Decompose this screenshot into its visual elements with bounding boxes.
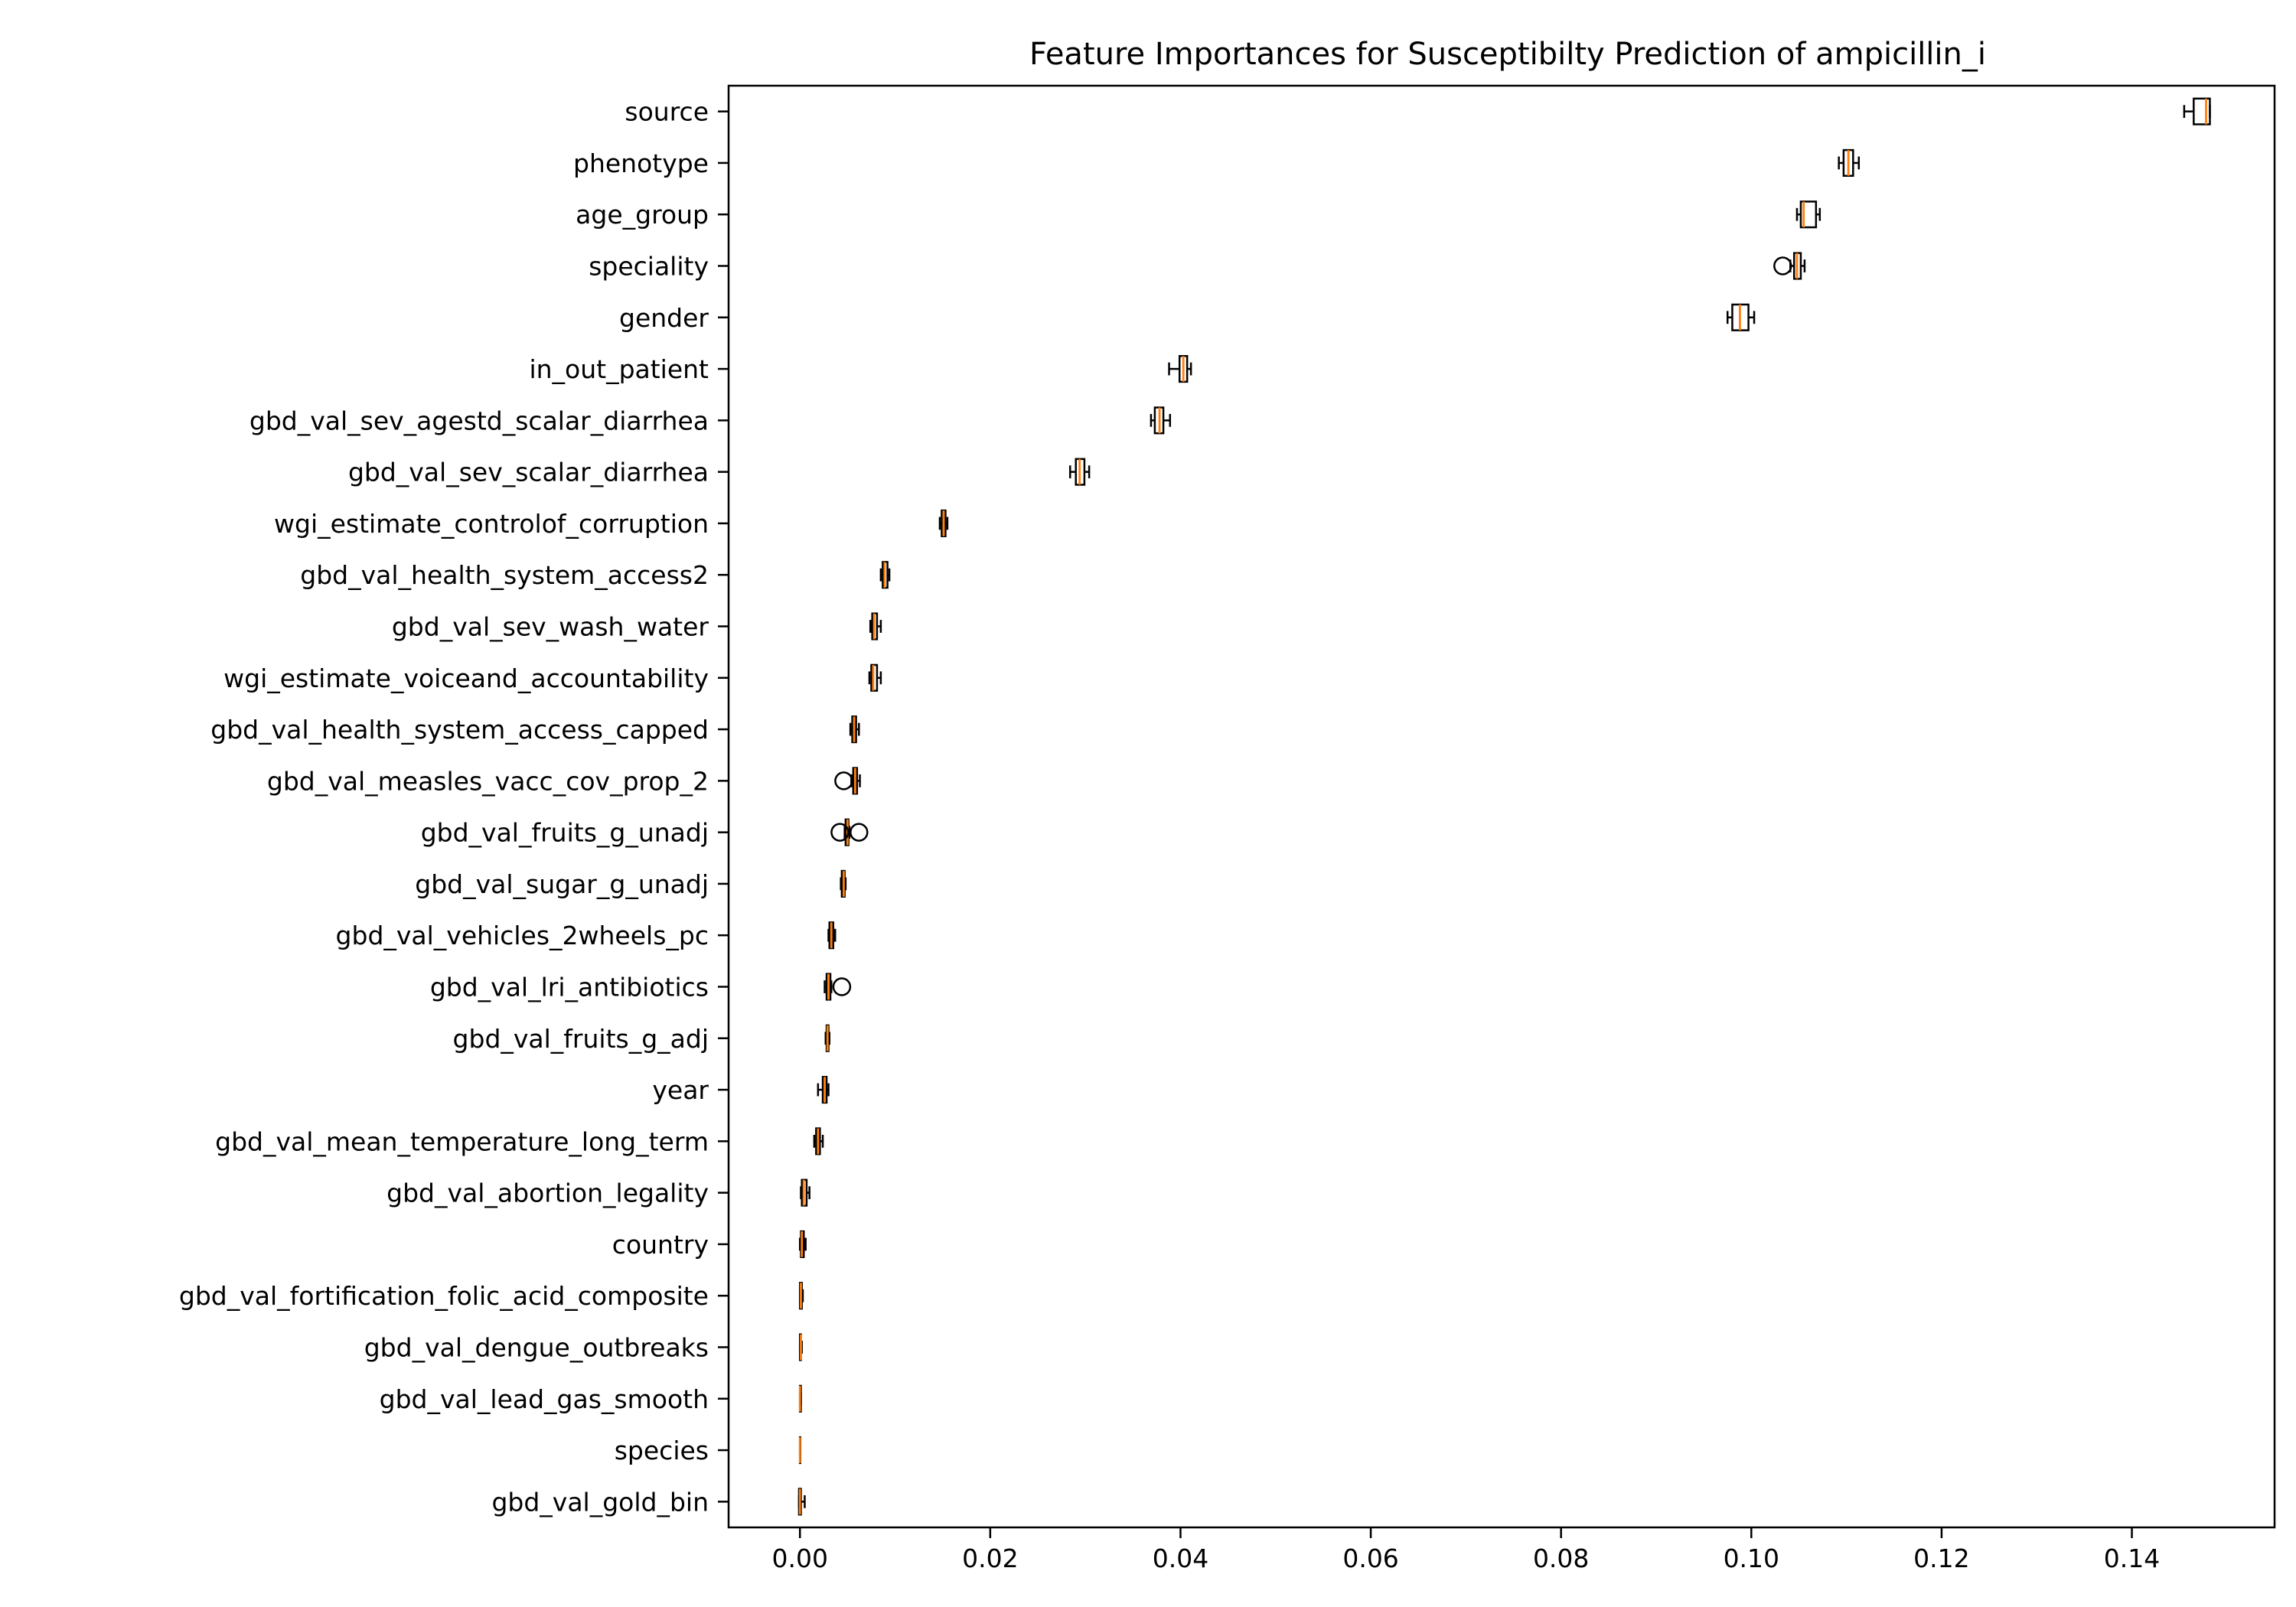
y-tick-label: age_group [576, 200, 709, 230]
y-tick-label: gbd_val_health_system_access_capped [210, 715, 709, 745]
box-gbd-val-abortion-legality [800, 1178, 810, 1207]
box-in-out-patient [1168, 355, 1192, 383]
box-phenotype [1838, 148, 1861, 178]
box-gbd-val-sev-wash-water [869, 612, 882, 641]
y-tick-label: gbd_val_sev_scalar_diarrhea [348, 458, 709, 487]
box-gbd-val-sugar-g-unadj [840, 869, 847, 898]
box-species [798, 1436, 801, 1465]
y-tick-label: gbd_val_gold_bin [491, 1487, 709, 1517]
outlier-point [830, 823, 850, 842]
y-tick-label: phenotype [573, 148, 709, 178]
box-gbd-val-fruits-g-unadj [830, 818, 869, 846]
box-iqr [1799, 200, 1818, 229]
y-tick-label: gbd_val_fruits_g_adj [453, 1024, 709, 1054]
y-tick-label: wgi_estimate_voiceand_accountability [223, 663, 709, 693]
y-tick-label: gbd_val_health_system_access2 [300, 560, 709, 590]
outlier-point [1773, 256, 1792, 275]
y-tick-label: wgi_estimate_controlof_corruption [274, 509, 709, 539]
y-tick-label: speciality [589, 252, 709, 282]
outlier-point [850, 823, 869, 842]
box-wgi-estimate-voiceand-accountability [868, 663, 882, 692]
x-tick-label: 0.00 [771, 1543, 827, 1573]
box-gbd-val-sev-agestd-scalar-diarrhea [1150, 406, 1172, 435]
y-tick-label: gbd_val_abortion_legality [386, 1178, 709, 1208]
x-tick-label: 0.04 [1153, 1543, 1208, 1573]
y-tick-label: gbd_val_fortification_folic_acid_composi… [179, 1281, 709, 1311]
x-axis: 0.00 0.02 0.04 0.06 0.08 0.10 0.12 0.14 [771, 1527, 2160, 1573]
box-source [2183, 97, 2211, 125]
plot-frame [727, 84, 2276, 1529]
box-gbd-val-fruits-g-adj [824, 1024, 831, 1052]
x-tick-label: 0.14 [2104, 1543, 2160, 1573]
y-tick-label: gbd_val_fruits_g_unadj [421, 818, 709, 848]
y-tick-label: source [625, 97, 709, 127]
box-gbd-val-lead-gas-smooth [798, 1384, 802, 1413]
box-gbd-val-health-system-access2 [879, 561, 891, 589]
box-plots [797, 97, 2211, 1516]
x-tick-label: 0.06 [1342, 1543, 1398, 1573]
box-gbd-val-mean-temperature-long-term [813, 1127, 824, 1156]
y-tick-label: gbd_val_dengue_outbreaks [364, 1333, 709, 1363]
y-tick-label: gbd_val_sev_agestd_scalar_diarrhea [249, 406, 709, 435]
x-tick-label: 0.10 [1724, 1543, 1779, 1573]
box-gbd-val-gold-bin [797, 1488, 806, 1516]
box-gbd-val-sev-scalar-diarrhea [1069, 458, 1091, 486]
box-wgi-estimate-controlof-corruption [938, 509, 949, 537]
y-tick-label: gender [619, 303, 709, 333]
y-tick-label: gbd_val_lri_antibiotics [430, 973, 709, 1002]
box-country [798, 1230, 807, 1259]
y-tick-label: gbd_val_sugar_g_unadj [415, 869, 709, 899]
x-tick-label: 0.12 [1913, 1543, 1969, 1573]
box-gbd-val-fortification-folic-acid-composite [798, 1282, 804, 1310]
y-tick-label: in_out_patient [529, 354, 709, 384]
x-tick-label: 0.02 [962, 1543, 1018, 1573]
outlier-point [832, 977, 852, 996]
box-gender [1726, 303, 1756, 331]
box-gbd-val-dengue-outbreaks [798, 1333, 803, 1361]
y-tick-label: species [615, 1436, 709, 1465]
y-axis-labels: source phenotype age_group speciality gender… [179, 97, 729, 1517]
box-year [817, 1076, 830, 1104]
y-tick-label: gbd_val_sev_wash_water [392, 612, 709, 642]
box-gbd-val-lri-antibiotics [823, 973, 852, 1001]
chart-title: Feature Importances for Susceptibilty Pr… [1029, 37, 1986, 72]
y-tick-label: gbd_val_lead_gas_smooth [380, 1384, 709, 1414]
x-tick-label: 0.08 [1533, 1543, 1589, 1573]
box-gbd-val-vehicles-2wheels-pc [827, 921, 837, 950]
y-tick-label: year [652, 1075, 709, 1105]
box-iqr [2193, 97, 2211, 125]
box-speciality [1773, 252, 1806, 280]
y-tick-label: country [612, 1230, 709, 1260]
outlier-point [834, 771, 853, 790]
y-tick-label: gbd_val_mean_temperature_long_term [215, 1126, 709, 1156]
box-gbd-val-measles-vacc-cov-prop-2 [834, 767, 861, 795]
y-tick-label: gbd_val_measles_vacc_cov_prop_2 [267, 766, 709, 796]
box-age-group [1795, 200, 1821, 229]
box-gbd-val-health-system-access-capped [849, 715, 860, 744]
y-tick-label: gbd_val_vehicles_2wheels_pc [336, 921, 709, 950]
